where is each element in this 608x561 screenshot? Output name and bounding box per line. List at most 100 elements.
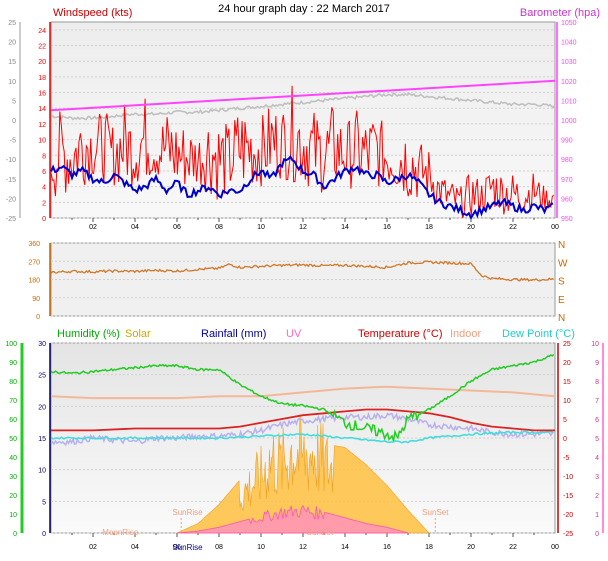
barometer-tick-label: 990 [561,138,573,145]
x-tick-label: 04 [131,544,139,551]
uv-tick-label: 10 [591,341,599,348]
x-tick-label: 02 [89,224,97,231]
rainfall-tick-label: 0 [42,531,46,538]
x-tick-label: 12 [299,544,307,551]
x-tick-label: 16 [383,224,391,231]
humidity-label: Humidity (%) [57,328,120,340]
uv-tick-label: 7 [595,398,599,405]
solar-label: Solar [125,328,151,340]
x-tick-label: 08 [215,224,223,231]
barometer-tick-label: 980 [561,157,573,164]
barometer-tick-label: 1030 [561,59,577,66]
barometer-tick-label: 960 [561,196,573,203]
feels-like-line [50,411,555,447]
outer-y-tick-label: 25 [8,20,16,27]
humidity-tick-label: 10 [9,512,17,519]
x-tick-label: 22 [509,544,517,551]
uv-tick-label: 2 [595,493,599,500]
outer-y-tick-label: -5 [10,138,16,145]
barometer-tick-label: 950 [561,216,573,223]
x-tick-label: 14 [341,224,349,231]
x-tick-label: 16 [383,544,391,551]
rainfall-tick-label: 25 [38,373,46,380]
windspeed-tick-label: 20 [38,59,46,66]
temperature-tick-label: -5 [563,455,569,462]
outer-y-tick-label: -20 [6,196,16,203]
sunset-bottom-label: SunSet [307,528,334,537]
x-tick-label: 00 [551,544,559,551]
temperature-tick-label: -20 [563,512,573,519]
outer-y-tick-label: -15 [6,177,16,184]
compass-label: N [558,313,565,324]
humidity-tick-label: 100 [5,341,17,348]
barometer-tick-label: 1010 [561,98,577,105]
temperature-label: Temperature (°C) [358,328,442,340]
humidity-tick-label: 50 [9,436,17,443]
x-tick-label: 18 [425,544,433,551]
humidity-tick-label: 80 [9,379,17,386]
uv-tick-label: 6 [595,417,599,424]
windspeed-tick-label: 6 [42,169,46,176]
wind-average-line [50,155,554,221]
windspeed-axis-title: Windspeed (kts) [53,7,132,19]
barometer-axis-title: Barometer (hpa) [520,7,600,19]
x-tick-label: 12 [299,224,307,231]
indoor-label: Indoor [450,328,482,340]
windspeed-tick-label: 18 [38,75,46,82]
x-tick-label: 08 [215,544,223,551]
grey-trace-line [50,91,556,121]
humidity-tick-label: 30 [9,474,17,481]
x-tick-label: 04 [131,224,139,231]
windspeed-tick-label: 8 [42,153,46,160]
x-tick-label: 20 [467,224,475,231]
outer-y-tick-label: 20 [8,40,16,47]
barometer-tick-label: 1000 [561,118,577,125]
windspeed-tick-label: 2 [42,200,46,207]
x-tick-label: 10 [257,224,265,231]
x-tick-label: 22 [509,224,517,231]
humidity-tick-label: 70 [9,398,17,405]
uv-tick-label: 1 [595,512,599,519]
windspeed-tick-label: 12 [38,122,46,129]
temperature-tick-label: -10 [563,474,573,481]
uv-tick-label: 5 [595,436,599,443]
windspeed-tick-label: 16 [38,91,46,98]
uv-tick-label: 8 [595,379,599,386]
compass-label: S [558,277,565,288]
compass-label: N [558,240,565,251]
humidity-tick-label: 20 [9,493,17,500]
barometer-line [50,79,556,112]
x-tick-label: 02 [89,544,97,551]
solar-area [176,414,430,534]
uv-area [176,504,409,534]
humidity-line [50,354,555,442]
rainfall-tick-label: 15 [38,436,46,443]
direction-tick-label: 90 [32,296,40,303]
temperature-tick-label: 15 [563,379,571,386]
windspeed-tick-label: 4 [42,185,46,192]
outer-y-tick-label: 10 [8,79,16,86]
uv-tick-label: 0 [595,531,599,538]
rainfall-tick-label: 10 [38,468,46,475]
sunset-label: SunSet [422,508,449,517]
x-tick-label: 14 [341,544,349,551]
x-tick-label: 10 [257,544,265,551]
outer-y-tick-label: 0 [12,118,16,125]
temperature-tick-label: 0 [563,436,567,443]
uv-label: UV [286,328,302,340]
dewpoint-label: Dew Point (°C) [502,328,575,340]
outer-y-tick-label: 15 [8,59,16,66]
moonrise-label: MoonRise [102,528,139,537]
sunrise-bottom-label: SunRise [172,543,203,552]
dewpoint-line [50,430,554,444]
humidity-tick-label: 0 [13,531,17,538]
windspeed-tick-label: 0 [42,216,46,223]
temperature-tick-label: -25 [563,531,573,538]
humidity-tick-label: 40 [9,455,17,462]
panel1-plot-area [50,21,556,219]
direction-line [50,260,555,282]
rainfall-label: Rainfall (mm) [201,328,266,340]
windspeed-tick-label: 24 [38,28,46,35]
uv-tick-label: 4 [595,455,599,462]
x-tick-label: 20 [467,544,475,551]
